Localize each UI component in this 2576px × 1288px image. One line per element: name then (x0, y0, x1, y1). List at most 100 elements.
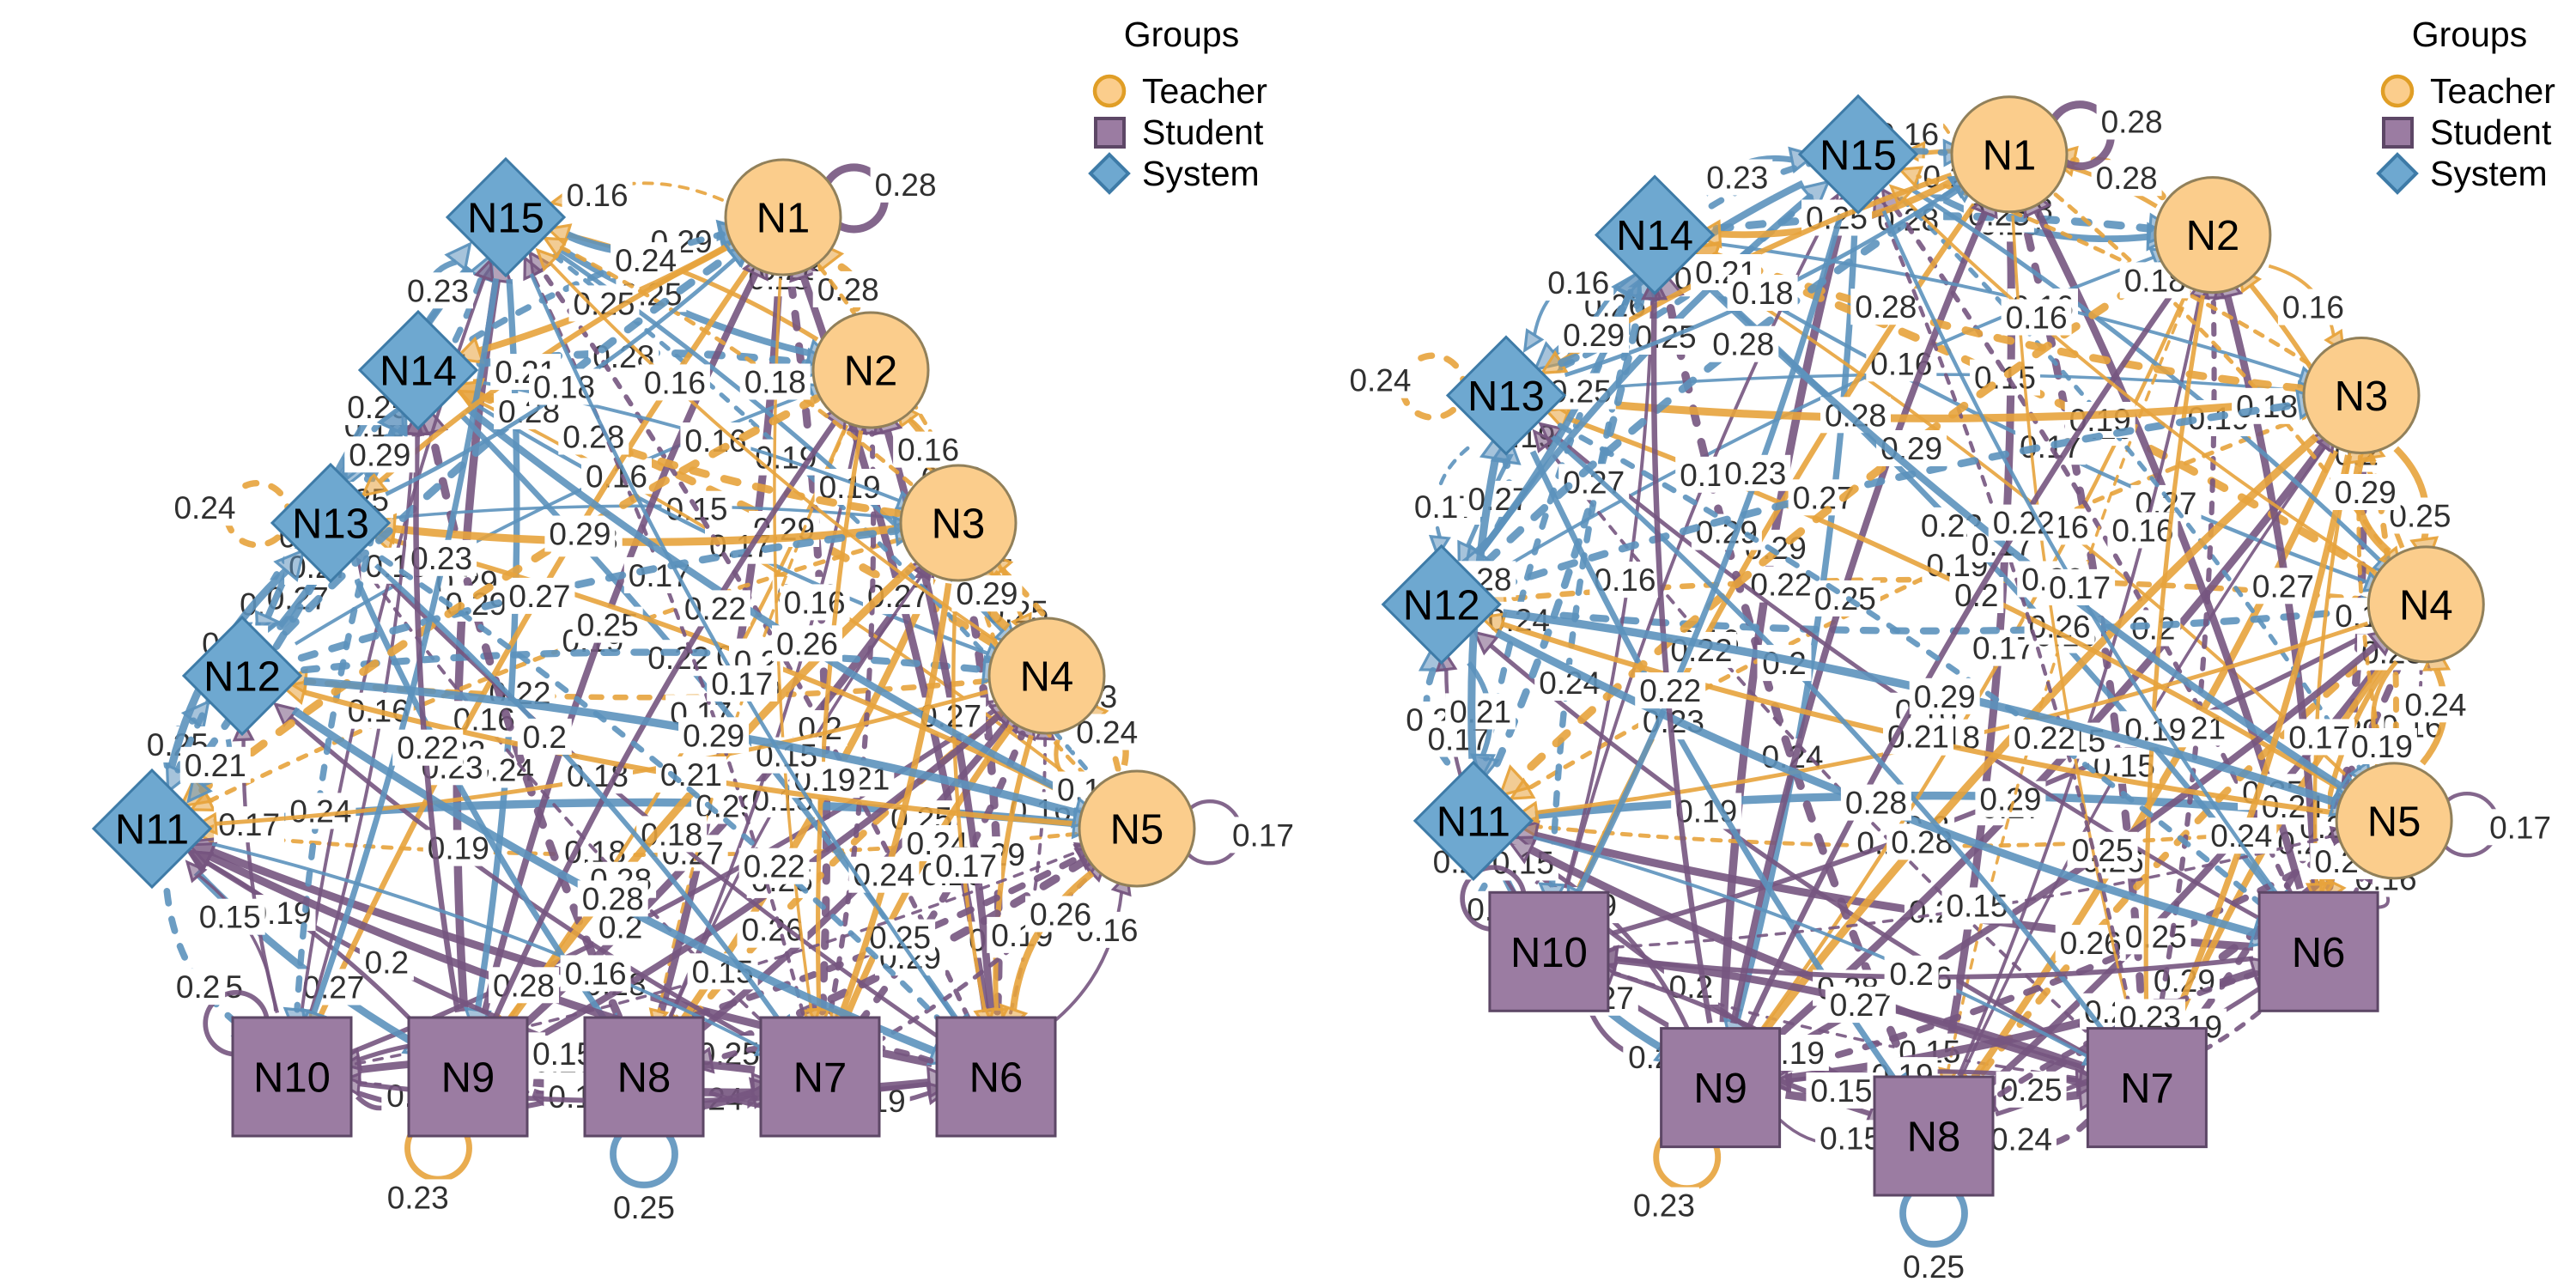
svg-text:0.15: 0.15 (1810, 1073, 1872, 1109)
svg-text:0.23: 0.23 (410, 541, 472, 576)
svg-text:0.2: 0.2 (365, 945, 409, 981)
svg-text:0.26: 0.26 (1030, 897, 1091, 933)
svg-text:0.22: 0.22 (1639, 673, 1701, 708)
svg-text:0.16: 0.16 (897, 433, 959, 468)
svg-text:0.15: 0.15 (1820, 1121, 1881, 1156)
svg-text:0.21: 0.21 (1449, 694, 1511, 729)
svg-text:0.28: 0.28 (582, 881, 644, 916)
svg-text:0.24: 0.24 (173, 490, 235, 526)
svg-text:0.15: 0.15 (199, 900, 261, 935)
svg-text:0.16: 0.16 (565, 956, 627, 991)
svg-text:0.23: 0.23 (1724, 456, 1786, 491)
svg-text:N7: N7 (2120, 1066, 2174, 1112)
svg-text:N8: N8 (1907, 1115, 1961, 1161)
svg-text:N9: N9 (441, 1055, 495, 1102)
svg-text:0.15: 0.15 (1946, 889, 2008, 924)
svg-text:N11: N11 (1437, 799, 1510, 846)
svg-text:0.27: 0.27 (508, 579, 570, 614)
svg-text:0.22: 0.22 (684, 591, 746, 626)
svg-text:N2: N2 (844, 349, 898, 395)
svg-text:N5: N5 (1110, 807, 1164, 854)
svg-text:0.18: 0.18 (533, 370, 595, 405)
svg-text:0.23: 0.23 (1706, 161, 1768, 196)
svg-text:0.29: 0.29 (683, 718, 744, 753)
svg-text:N3: N3 (932, 501, 986, 548)
svg-text:0.27: 0.27 (302, 970, 364, 1005)
svg-text:0.29: 0.29 (549, 517, 611, 552)
svg-text:0.17: 0.17 (1972, 631, 2034, 666)
svg-text:N12: N12 (204, 654, 281, 701)
svg-text:N9: N9 (1693, 1066, 1747, 1112)
svg-text:0.25: 0.25 (2072, 833, 2134, 868)
svg-text:0.28: 0.28 (562, 420, 624, 455)
svg-text:0.29: 0.29 (1914, 679, 1976, 714)
svg-text:0.17: 0.17 (2489, 810, 2551, 845)
svg-text:N6: N6 (969, 1055, 1024, 1102)
svg-text:0.27: 0.27 (1830, 987, 1892, 1023)
svg-text:N7: N7 (793, 1055, 848, 1102)
svg-text:N10: N10 (253, 1055, 331, 1102)
svg-text:0.28: 0.28 (2101, 105, 2163, 140)
svg-text:0.22: 0.22 (744, 849, 805, 884)
svg-text:0.29: 0.29 (1563, 318, 1625, 353)
svg-text:0.17: 0.17 (2288, 720, 2350, 755)
svg-text:0.19: 0.19 (2351, 729, 2413, 764)
svg-text:Student: Student (1142, 112, 1264, 152)
svg-text:0.17: 0.17 (935, 848, 997, 884)
svg-text:0.16: 0.16 (2006, 301, 2068, 336)
svg-text:Teacher: Teacher (1142, 71, 1267, 111)
svg-text:0.18: 0.18 (1732, 276, 1794, 311)
svg-text:0.29: 0.29 (2335, 475, 2397, 510)
svg-text:Teacher: Teacher (2430, 71, 2555, 111)
svg-text:N11: N11 (115, 807, 189, 854)
svg-text:N6: N6 (2292, 930, 2346, 976)
svg-text:N14: N14 (380, 349, 457, 395)
svg-text:N13: N13 (292, 501, 369, 548)
svg-text:N2: N2 (2186, 213, 2240, 259)
svg-text:0.16: 0.16 (2282, 290, 2344, 325)
svg-text:0.23: 0.23 (1633, 1188, 1695, 1224)
svg-text:0.18: 0.18 (744, 365, 806, 400)
svg-text:0.26: 0.26 (776, 626, 838, 661)
svg-text:N15: N15 (467, 196, 544, 242)
svg-text:0.23: 0.23 (407, 273, 469, 308)
svg-text:0.22: 0.22 (397, 731, 459, 766)
svg-text:0.28: 0.28 (1712, 327, 1774, 362)
svg-text:N13: N13 (1467, 374, 1545, 420)
svg-text:0.25: 0.25 (1814, 581, 1876, 617)
svg-text:System: System (1142, 154, 1260, 193)
svg-text:N10: N10 (1510, 930, 1588, 976)
svg-text:0.24: 0.24 (853, 858, 914, 893)
svg-text:0.24: 0.24 (615, 243, 677, 278)
svg-text:0.29: 0.29 (349, 437, 410, 472)
svg-text:0.28: 0.28 (875, 167, 937, 203)
svg-text:0.28: 0.28 (1855, 289, 1917, 325)
svg-text:0.24: 0.24 (2404, 687, 2466, 722)
svg-text:0.16: 0.16 (2111, 513, 2173, 549)
svg-text:0.24: 0.24 (1076, 715, 1138, 750)
svg-text:Student: Student (2430, 112, 2552, 152)
svg-text:0.29: 0.29 (956, 576, 1018, 611)
svg-text:N4: N4 (2399, 583, 2453, 629)
svg-text:0.25: 0.25 (1903, 1249, 1965, 1285)
svg-text:N14: N14 (1616, 213, 1693, 259)
svg-text:0.17: 0.17 (2049, 570, 2111, 605)
svg-text:0.24: 0.24 (1990, 1122, 2052, 1157)
svg-text:0.26: 0.26 (2029, 610, 2091, 645)
svg-text:N1: N1 (756, 196, 811, 242)
svg-text:0.21: 0.21 (185, 748, 246, 783)
svg-text:System: System (2430, 154, 2548, 193)
svg-text:0.17: 0.17 (1232, 817, 1294, 853)
svg-text:N1: N1 (1983, 132, 2037, 179)
svg-text:0.2: 0.2 (523, 720, 567, 755)
svg-text:0.23: 0.23 (387, 1180, 449, 1215)
svg-text:N4: N4 (1020, 654, 1074, 701)
svg-text:N8: N8 (617, 1055, 671, 1102)
svg-text:0.2: 0.2 (1889, 957, 1933, 992)
svg-text:0.22: 0.22 (647, 641, 709, 676)
svg-text:0.16: 0.16 (1547, 265, 1609, 301)
svg-text:0.24: 0.24 (2210, 818, 2272, 854)
svg-text:0.28: 0.28 (2096, 161, 2158, 196)
svg-text:Groups: Groups (2412, 15, 2527, 54)
svg-text:N3: N3 (2335, 374, 2389, 420)
